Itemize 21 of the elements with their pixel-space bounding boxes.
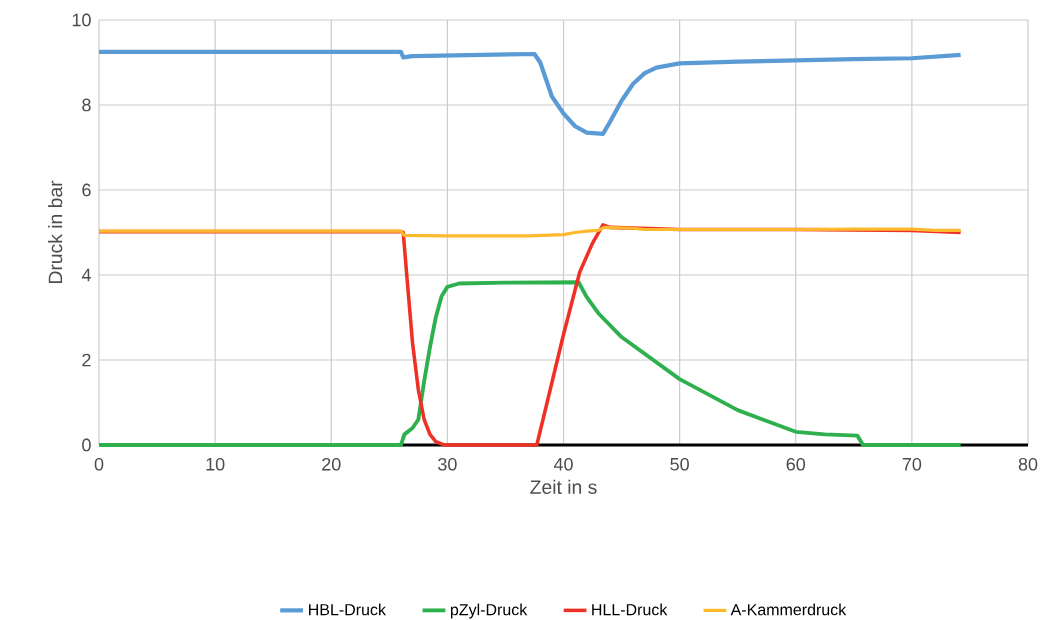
x-tick-label: 50 — [670, 457, 689, 471]
x-tick-label: 60 — [786, 457, 806, 471]
y-tick-label: 4 — [81, 268, 91, 282]
legend-label: HLL-Druck — [592, 603, 668, 616]
legend-label: pZyl-Druck — [450, 603, 528, 619]
x-tick-label: 70 — [902, 457, 922, 471]
x-axis-title: Zeit in s — [530, 479, 597, 494]
x-tick-label: 40 — [553, 457, 573, 471]
x-tick-label: 20 — [322, 457, 341, 471]
x-tick-label: 0 — [94, 457, 104, 471]
x-tick-label: 30 — [438, 457, 457, 471]
legend-label: A-Kammerdruck — [730, 603, 847, 616]
y-axis-title: Druck in bar — [48, 180, 63, 284]
y-tick-label: 0 — [82, 438, 91, 452]
x-tick-label: 10 — [206, 457, 225, 471]
y-tick-label: 10 — [72, 13, 91, 27]
y-tick-label: 2 — [82, 353, 91, 367]
y-tick-label: 8 — [82, 98, 91, 112]
legend-label: HBL-Druck — [309, 603, 386, 616]
y-tick-label: 6 — [82, 183, 91, 197]
x-tick-label: 80 — [1018, 457, 1038, 471]
